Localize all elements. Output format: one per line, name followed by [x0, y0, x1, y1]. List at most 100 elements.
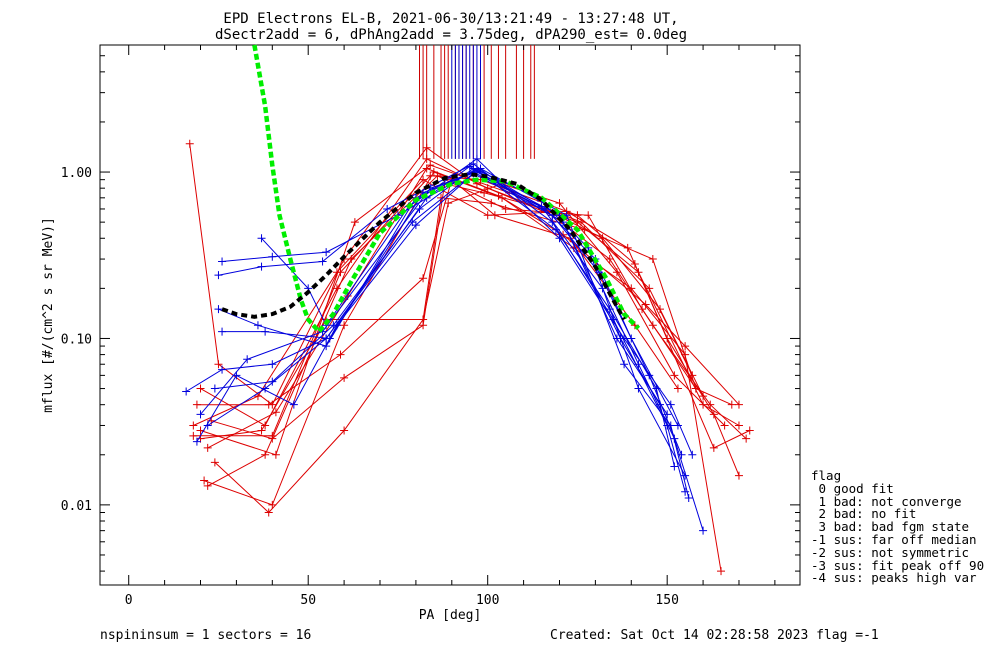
red-series-line: [196, 178, 679, 406]
red-series-point: [268, 500, 277, 509]
footer-spin-info: nspininsum = 1 sectors = 16: [100, 628, 312, 643]
axes: 0 50 100 150 0.01 0.10 1.00: [61, 45, 800, 608]
blue-series-point: [548, 218, 557, 227]
red-series-point: [641, 300, 650, 309]
blue-series-point: [214, 305, 223, 314]
red-series-point: [340, 373, 349, 382]
red-series-point: [717, 567, 726, 576]
red-series-line: [193, 175, 750, 449]
blue-series-point: [551, 225, 560, 234]
red-series-point: [577, 218, 586, 227]
red-series-point: [673, 384, 682, 393]
red-series-point: [203, 481, 212, 490]
legend-item: 1 bad: not converge: [811, 493, 962, 509]
blue-series-point: [663, 410, 672, 419]
blue-series-point: [677, 450, 686, 459]
red-series-point: [257, 426, 266, 435]
red-series-point: [422, 154, 431, 163]
blue-series-point: [192, 437, 201, 446]
blue-series-point: [670, 462, 679, 471]
blue-series-point: [383, 204, 392, 213]
chart-subtitle: dSectr2add = 6, dPhAng2add = 3.75deg, dP…: [215, 27, 687, 43]
red-series-point: [271, 408, 280, 417]
red-series-point: [638, 305, 647, 314]
blue-series-point: [684, 493, 693, 502]
blue-series-line: [196, 169, 675, 467]
red-series-point: [422, 164, 431, 173]
blue-series-point: [620, 360, 629, 369]
blue-series-line: [218, 171, 679, 426]
red-series-line: [214, 183, 725, 514]
red-series-point: [419, 175, 428, 184]
red-series-point: [210, 458, 219, 467]
red-series-point: [214, 360, 223, 369]
red-series-point: [189, 431, 198, 440]
red-series-point: [691, 384, 700, 393]
x-tick-label: 50: [300, 593, 316, 608]
blue-series-point: [329, 321, 338, 330]
red-series-point: [261, 450, 270, 459]
blue-series-point: [253, 321, 262, 330]
legend-item: -4 sus: peaks high var: [811, 570, 977, 586]
red-series-point: [742, 434, 751, 443]
blue-series-line: [185, 172, 682, 455]
black-fit-line: [221, 172, 626, 321]
red-series-point: [426, 161, 435, 170]
red-series-point: [555, 199, 564, 208]
red-series-point: [630, 260, 639, 269]
blue-series-point: [652, 384, 661, 393]
blue-series-point: [257, 262, 266, 271]
blue-series-point: [415, 204, 424, 213]
red-series-point: [720, 421, 729, 430]
blue-series-point: [203, 421, 212, 430]
red-series-point: [203, 443, 212, 452]
red-series-point: [580, 225, 589, 234]
red-series-point: [437, 193, 446, 202]
blue-series-point: [268, 252, 277, 261]
green-fit-line: [252, 44, 641, 336]
red-series-point: [745, 426, 754, 435]
blue-series-point: [656, 400, 664, 409]
footer-created: Created: Sat Oct 14 02:28:58 2023 flag =…: [550, 628, 879, 643]
red-series-point: [192, 400, 201, 409]
red-series-point: [444, 199, 453, 208]
blue-series-point: [261, 327, 270, 336]
blue-series-point: [214, 271, 223, 280]
blue-series-point: [243, 355, 252, 364]
blue-series-point: [688, 450, 697, 459]
flag-legend: flag 0 good fit 1 bad: not converge 2 ba…: [811, 469, 985, 586]
blue-series-point: [681, 471, 690, 480]
blue-series-line: [222, 167, 704, 531]
red-series-point: [264, 400, 273, 409]
red-series-line: [200, 158, 747, 440]
blue-series-point: [645, 371, 654, 380]
legend-item: -3 sus: fit peak off 90: [811, 557, 985, 573]
legend-item: 0 good fit: [811, 480, 894, 496]
red-series-point: [709, 443, 718, 452]
legend-item: -2 sus: not symmetric: [811, 544, 970, 560]
blue-series-point: [268, 377, 277, 386]
red-series-point: [727, 400, 736, 409]
red-series-line: [203, 171, 722, 572]
red-series-point: [612, 268, 621, 277]
red-series-point: [656, 305, 664, 314]
blue-series-point: [411, 221, 420, 230]
legend-item: 2 bad: no fit: [811, 506, 917, 522]
red-series-point: [645, 284, 654, 293]
red-series-point: [336, 350, 345, 359]
x-axis-label: PA [deg]: [419, 608, 482, 623]
red-series-point: [670, 371, 679, 380]
red-series-point: [501, 204, 510, 213]
red-series-point: [419, 315, 428, 324]
y-tick-label: 1.00: [61, 166, 92, 181]
y-tick-label: 0.01: [61, 499, 92, 514]
red-series-point: [200, 476, 209, 485]
blue-series-point: [634, 384, 643, 393]
blue-series-point: [261, 384, 270, 393]
red-series-point: [189, 421, 198, 430]
blue-series-point: [257, 234, 266, 243]
red-series-point: [340, 321, 349, 330]
blue-series-point: [218, 365, 227, 374]
red-series-point: [264, 508, 273, 517]
